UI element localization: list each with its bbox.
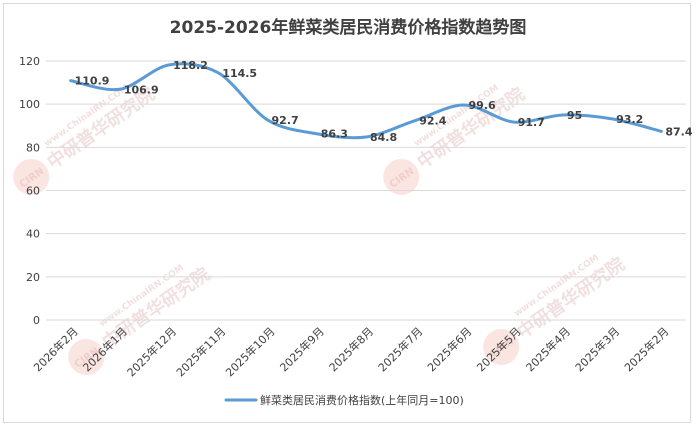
x-tick-label: 2025年2月 bbox=[621, 324, 671, 374]
y-tick-label: 120 bbox=[19, 55, 40, 68]
x-tick-label: 2025年11月 bbox=[173, 324, 228, 379]
legend-label: 鲜菜类居民消费价格指数(上年同月=100) bbox=[260, 393, 464, 407]
x-tick-label: 2025年6月 bbox=[424, 324, 474, 374]
grid-lines bbox=[46, 60, 686, 321]
y-axis: 0 20 40 60 80 100 120 bbox=[19, 55, 40, 327]
series-group bbox=[69, 62, 663, 140]
data-labels: 110.9 106.9 118.2 114.5 92.7 86.3 84.8 92.4 99.6… bbox=[75, 59, 692, 144]
y-tick-label: 60 bbox=[26, 185, 40, 198]
y-tick-label: 40 bbox=[26, 228, 40, 241]
x-tick-label: 2025年10月 bbox=[223, 324, 278, 379]
data-label: 93.2 bbox=[616, 113, 643, 126]
data-label: 118.2 bbox=[173, 59, 208, 72]
data-label: 95 bbox=[567, 109, 582, 122]
watermark-logo-icon bbox=[13, 158, 50, 195]
x-tick-label: 2025年9月 bbox=[277, 324, 327, 374]
data-label: 92.7 bbox=[272, 114, 299, 127]
legend: 鲜菜类居民消费价格指数(上年同月=100) bbox=[224, 393, 464, 407]
y-tick-label: 0 bbox=[33, 314, 40, 327]
watermark-logo-icon bbox=[68, 338, 105, 375]
data-label: 91.7 bbox=[518, 116, 545, 129]
data-label: 84.8 bbox=[370, 131, 397, 144]
series-line bbox=[69, 62, 663, 140]
data-label: 114.5 bbox=[222, 67, 257, 80]
chart-title: 2025-2026年鲜菜类居民消费价格指数趋势图 bbox=[170, 17, 527, 38]
data-label: 86.3 bbox=[321, 128, 348, 141]
watermark-logo-icon bbox=[483, 328, 520, 365]
y-tick-label: 80 bbox=[26, 141, 40, 154]
data-label: 106.9 bbox=[124, 83, 159, 96]
data-label: 87.4 bbox=[665, 125, 692, 138]
chart-frame: CIRN 中研普华研究院 www.ChinaIRN.COM CIRN 中研普华研究院 ww… bbox=[3, 3, 692, 423]
x-tick-label: 2025年3月 bbox=[572, 324, 622, 374]
data-label: 92.4 bbox=[419, 115, 446, 128]
y-tick-label: 20 bbox=[26, 271, 40, 284]
x-tick-label: 2025年7月 bbox=[375, 324, 425, 374]
y-tick-label: 100 bbox=[19, 98, 40, 111]
watermark-logo-icon bbox=[383, 158, 420, 195]
data-label: 110.9 bbox=[75, 75, 110, 88]
data-label: 99.6 bbox=[468, 99, 495, 112]
chart-svg: CIRN中研普华研究院www.ChinaIRN.COMCIRN中研普华研究院ww… bbox=[13, 17, 692, 407]
x-tick-label: 2025年8月 bbox=[326, 324, 376, 374]
